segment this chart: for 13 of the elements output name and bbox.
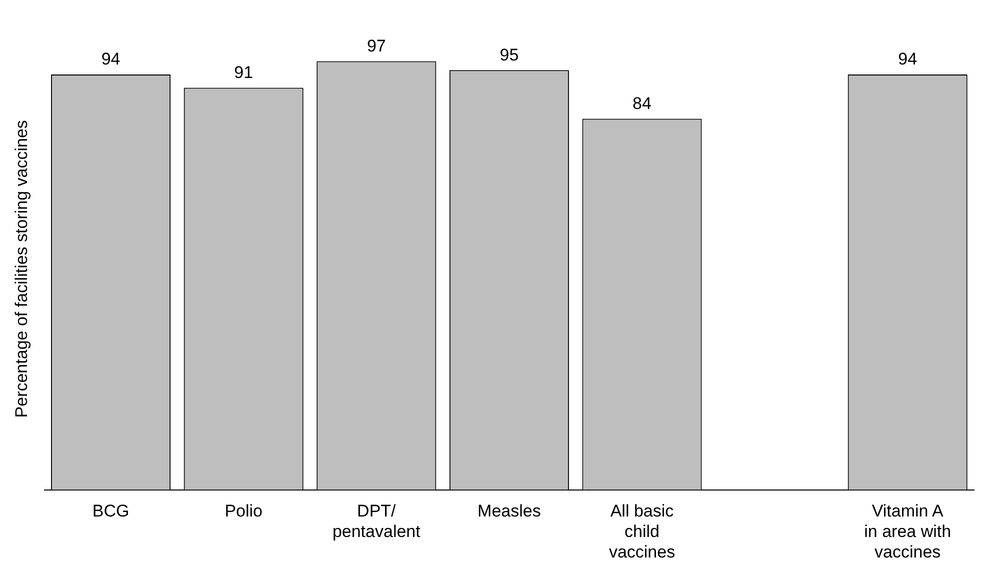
data-label: 91 (234, 62, 254, 82)
x-tick-label: BCG (92, 502, 130, 521)
data-label: 94 (101, 50, 120, 69)
x-tick-label: Vitamin A in area with vaccines (864, 502, 952, 562)
y-axis-title: Percentage of facilities storing vaccines (12, 120, 31, 418)
data-label: 84 (632, 94, 652, 113)
data-label: 94 (898, 50, 918, 69)
data-label: 95 (500, 45, 519, 64)
x-tick-label: Measles (478, 502, 541, 521)
x-tick-label: All basic child vaccines (608, 502, 676, 562)
x-tick-label: Polio (224, 502, 263, 521)
x-tick-label: DPT/ pentavalent (332, 502, 421, 542)
data-label: 97 (366, 36, 386, 56)
